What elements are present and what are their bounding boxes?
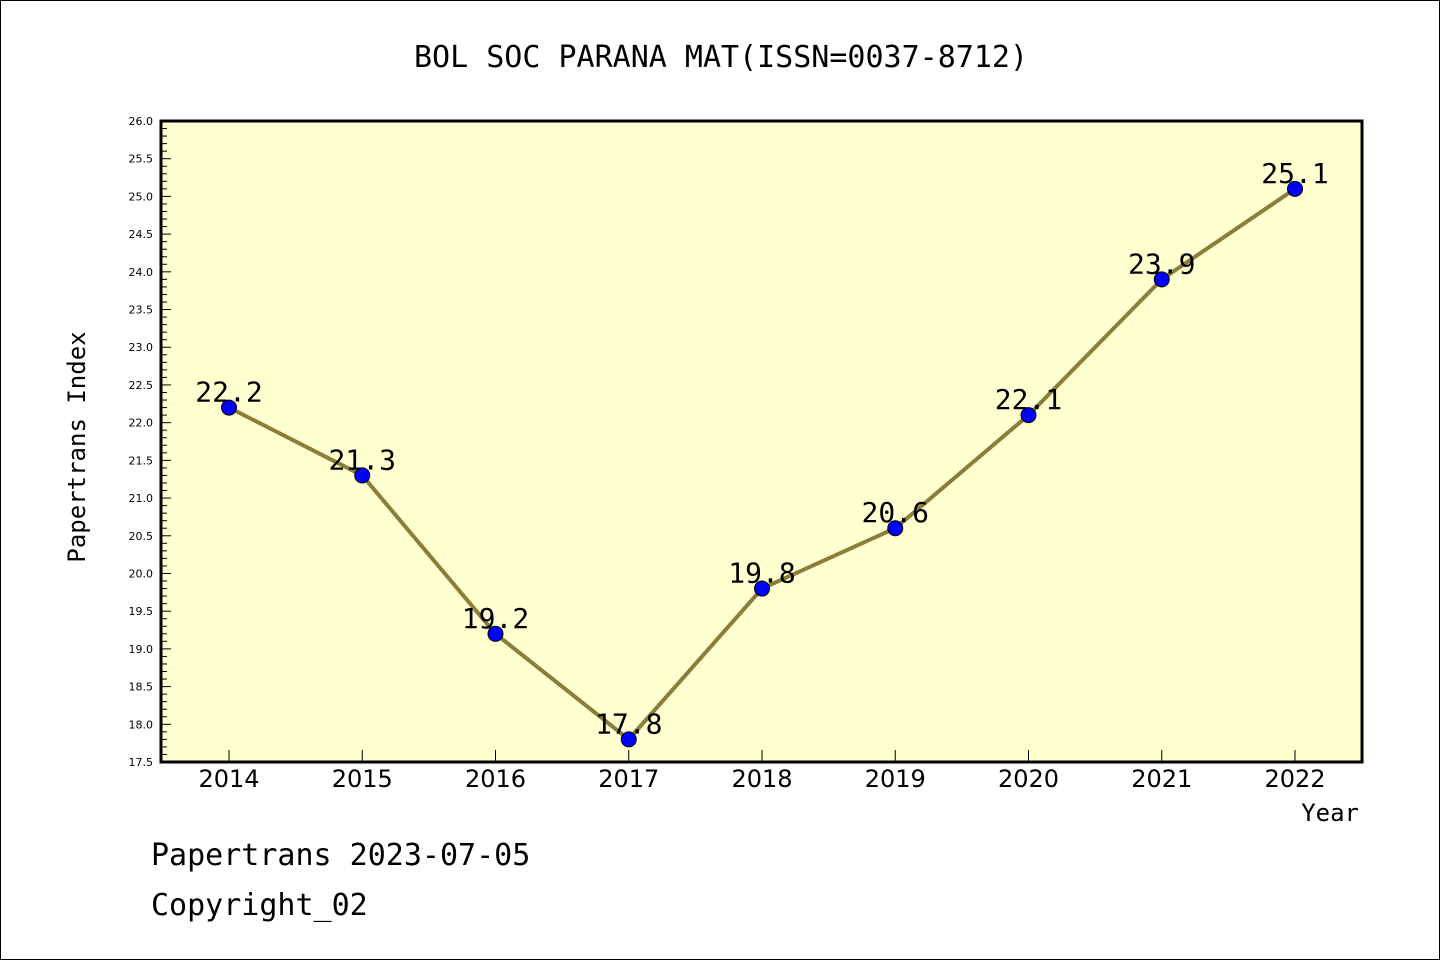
- x-tick-label: 2019: [865, 765, 926, 793]
- data-label: 23.9: [1128, 247, 1195, 280]
- data-label: 22.2: [195, 376, 262, 409]
- x-tick-label: 2021: [1131, 765, 1192, 793]
- y-tick-label: 17.5: [129, 756, 154, 769]
- y-tick-label: 19.5: [129, 605, 154, 618]
- data-point: [487, 625, 504, 642]
- y-tick-label: 22.0: [129, 417, 154, 430]
- data-label: 17.8: [595, 707, 662, 740]
- y-tick-label: 25.5: [129, 153, 154, 166]
- y-tick-label: 25.0: [129, 190, 154, 203]
- y-tick-label: 23.5: [129, 304, 154, 317]
- y-tick-label: 21.5: [129, 454, 154, 467]
- y-tick-label: 19.0: [129, 643, 154, 656]
- x-tick-label: 2017: [598, 765, 659, 793]
- y-tick-label: 24.5: [129, 228, 154, 241]
- x-tick-label: 2016: [465, 765, 526, 793]
- x-tick-label: 2015: [332, 765, 393, 793]
- plot-area: [161, 121, 1362, 762]
- data-point: [754, 580, 770, 597]
- chart-title: BOL SOC PARANA MAT(ISSN=0037-8712): [414, 40, 1028, 75]
- data-label: 19.2: [462, 602, 529, 635]
- data-point: [1287, 180, 1303, 197]
- y-tick-label: 21.0: [129, 492, 154, 505]
- data-label: 20.6: [862, 496, 929, 529]
- series-layer: [221, 180, 1303, 748]
- data-label: 21.3: [329, 443, 396, 476]
- footer-source: Papertrans 2023-07-05: [151, 838, 530, 873]
- plot-border: [159, 119, 1364, 764]
- data-point: [620, 731, 637, 748]
- y-tick-label: 24.0: [129, 266, 154, 279]
- data-label: 22.1: [995, 383, 1062, 416]
- data-point: [221, 399, 237, 416]
- data-point: [354, 467, 371, 484]
- y-tick-label: 18.5: [129, 681, 154, 694]
- y-tick-label: 26.0: [129, 115, 154, 128]
- y-tick-label: 20.0: [129, 567, 154, 580]
- y-tick-label: 23.0: [129, 341, 154, 354]
- x-axis-label: Year: [1301, 799, 1359, 827]
- y-axis-label: Papertrans Index: [63, 331, 91, 562]
- y-axis-ticks: 17.5 18.0 18.5 19.0 19.5 20.0 20.5 21.0 21.5 22.0…: [129, 115, 171, 769]
- data-point: [1020, 407, 1037, 424]
- y-tick-label: 20.5: [129, 530, 154, 543]
- x-tick-label: 2014: [198, 765, 259, 793]
- data-point: [1153, 271, 1170, 288]
- data-labels: 22.2 21.3 19.2 17.8 19.8 20.6 22.1 23.9 25.1: [195, 157, 1328, 741]
- data-label: 25.1: [1261, 157, 1328, 190]
- x-tick-label: 2018: [731, 765, 792, 793]
- x-axis-ticks: 2014 2015 2016 2017 2018 2019 2020 2021 2022: [198, 750, 1326, 793]
- data-point: [887, 520, 904, 537]
- x-tick-label: 2020: [998, 765, 1059, 793]
- y-tick-label: 22.5: [129, 379, 154, 392]
- y-tick-label: 18.0: [129, 718, 154, 731]
- footer-copyright: Copyright_02: [151, 888, 368, 923]
- x-tick-label: 2022: [1264, 765, 1325, 793]
- data-label: 19.8: [728, 557, 795, 590]
